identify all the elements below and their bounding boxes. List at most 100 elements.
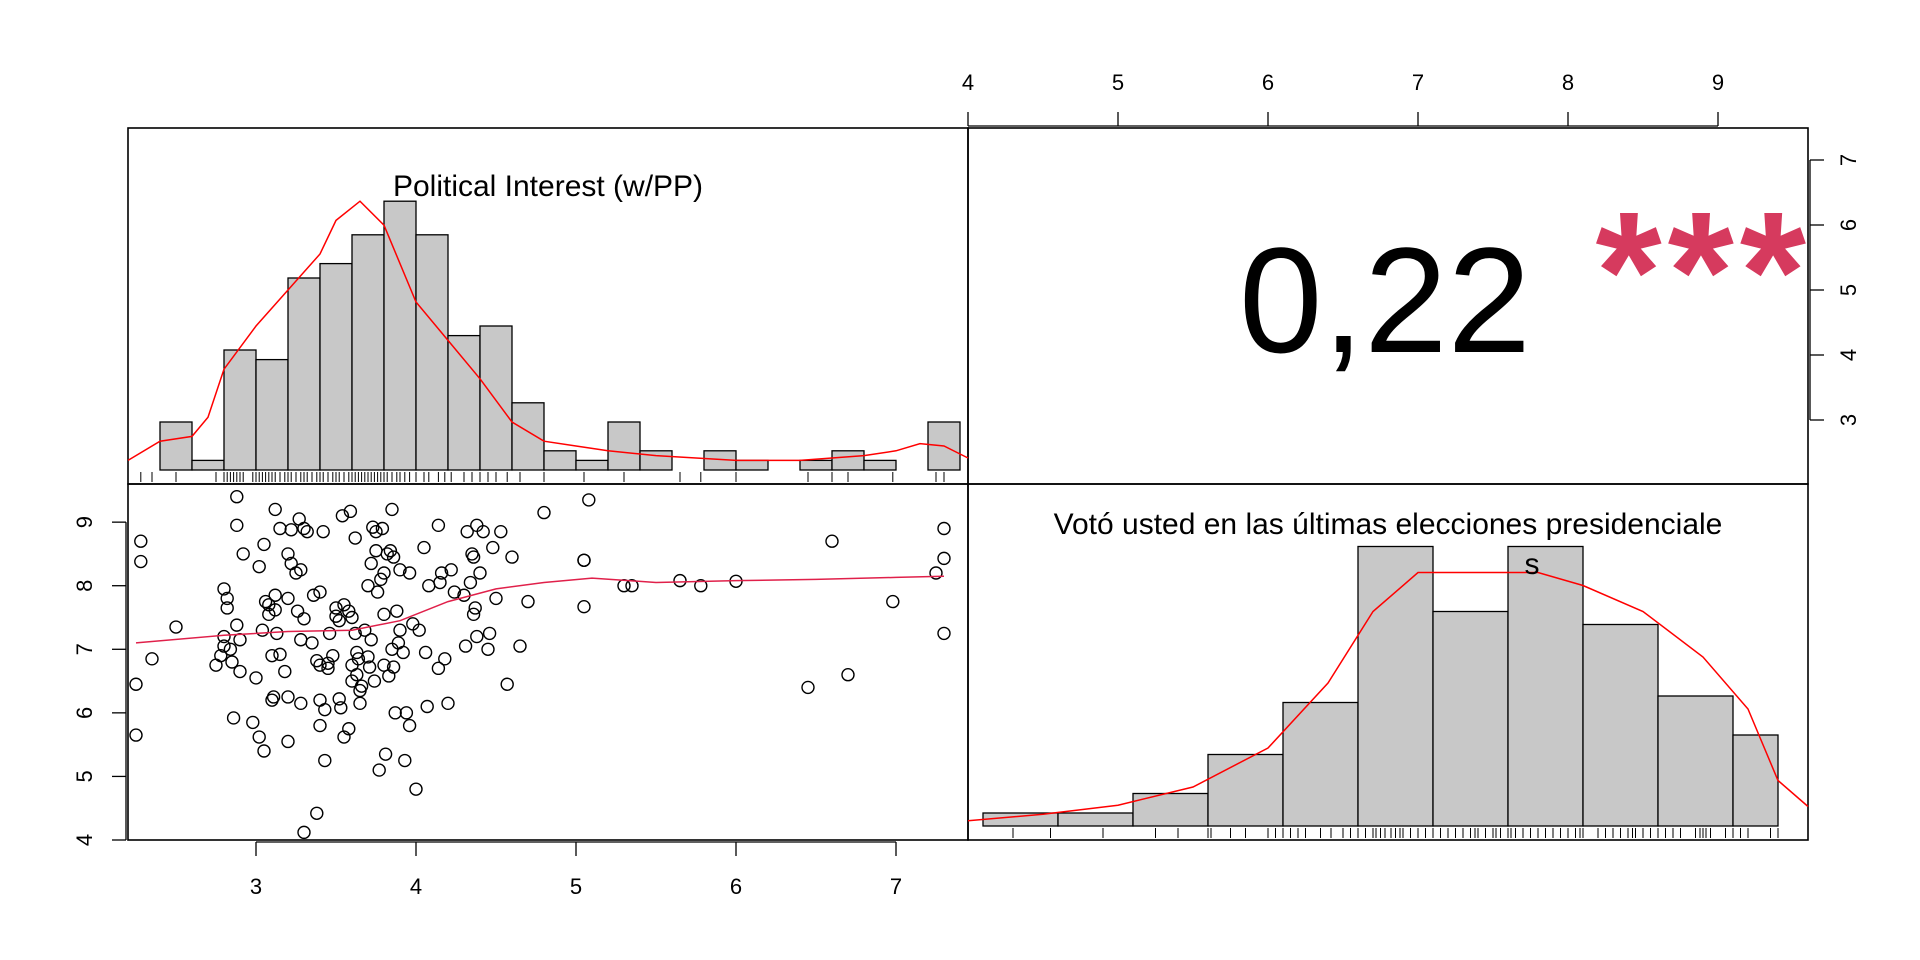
scatter-point bbox=[482, 626, 497, 641]
scatter-point bbox=[386, 660, 401, 674]
scatter-point bbox=[226, 711, 241, 725]
scatter-point bbox=[169, 620, 183, 634]
scatter-point bbox=[625, 579, 639, 593]
scatter-point bbox=[233, 664, 247, 679]
scatter-point bbox=[383, 544, 398, 558]
scatter-point bbox=[393, 563, 407, 577]
scatter-point bbox=[434, 566, 449, 580]
scatter-point bbox=[521, 594, 535, 609]
y-tick-label: 7 bbox=[72, 643, 97, 655]
scatter-point bbox=[378, 747, 393, 761]
histogram-bar bbox=[159, 421, 193, 471]
y-tick-label: 6 bbox=[72, 707, 97, 719]
scatter-point bbox=[342, 604, 356, 618]
scatter-point bbox=[364, 556, 378, 571]
scatter-point bbox=[409, 782, 423, 796]
x-tick-label: 7 bbox=[890, 874, 902, 899]
histogram-bar bbox=[287, 277, 321, 471]
y-tick-label: 3 bbox=[1836, 414, 1861, 426]
scatter-point bbox=[217, 639, 231, 653]
scatter-point bbox=[220, 601, 234, 615]
scatter-point bbox=[343, 504, 358, 519]
scatter-point bbox=[281, 734, 295, 749]
scatter-point bbox=[393, 623, 407, 637]
scatter-point bbox=[370, 585, 385, 599]
scatter-point bbox=[470, 518, 484, 533]
scatter-point bbox=[364, 633, 378, 647]
scatter-point bbox=[458, 639, 473, 653]
scatter-point bbox=[129, 677, 143, 691]
scatter-point bbox=[476, 524, 490, 539]
scatter-point bbox=[273, 521, 287, 536]
scatter-point bbox=[305, 636, 319, 650]
scatter-point bbox=[361, 650, 375, 664]
scatter-point bbox=[418, 645, 433, 660]
histogram-bar bbox=[863, 459, 897, 471]
scatter-point bbox=[297, 521, 311, 536]
scatter-point bbox=[230, 618, 244, 632]
scatter-point bbox=[313, 585, 327, 599]
scatter-point bbox=[377, 607, 391, 622]
scatter-point bbox=[481, 642, 495, 656]
scatter-point bbox=[252, 559, 266, 574]
scatter-point bbox=[399, 706, 414, 720]
scatter-point bbox=[332, 613, 346, 628]
scatter-point bbox=[367, 674, 382, 688]
histogram-bar bbox=[1282, 701, 1359, 827]
scatter-point bbox=[342, 722, 356, 736]
scatter-point bbox=[326, 648, 340, 663]
y-tick-label: 4 bbox=[1836, 349, 1861, 361]
scatter-point bbox=[214, 648, 228, 663]
scatter-point bbox=[362, 660, 377, 674]
histogram-bar bbox=[575, 459, 609, 471]
scatter-point bbox=[886, 594, 900, 609]
scatter-point bbox=[406, 617, 420, 631]
x-tick-label: 5 bbox=[1112, 70, 1124, 95]
y-tick-label: 8 bbox=[72, 580, 97, 592]
scatter-point bbox=[377, 566, 391, 580]
y-tick-label: 5 bbox=[72, 770, 97, 782]
histogram-bar bbox=[1357, 545, 1434, 827]
scatter-point bbox=[246, 715, 260, 730]
scatter-point bbox=[297, 825, 311, 840]
scatter-point bbox=[438, 652, 452, 666]
scatter-point bbox=[334, 701, 348, 715]
histogram-bar bbox=[1432, 610, 1509, 827]
histogram-bar bbox=[1057, 812, 1134, 827]
scatter-point bbox=[361, 579, 375, 593]
scatter-points bbox=[129, 490, 951, 840]
scatter-point bbox=[255, 623, 270, 637]
scatter-point bbox=[321, 661, 335, 676]
histogram-bar bbox=[415, 234, 449, 471]
scatter-point bbox=[252, 730, 266, 744]
x-tick-label: 4 bbox=[962, 70, 974, 95]
histogram-bar bbox=[1207, 753, 1284, 827]
scatter-point bbox=[294, 633, 308, 647]
histogram-bar bbox=[191, 459, 225, 471]
scatter-point bbox=[468, 601, 482, 615]
scatter-point bbox=[233, 633, 247, 647]
histogram-bar bbox=[1507, 545, 1584, 827]
scatter-point bbox=[220, 591, 234, 606]
scatter-point bbox=[145, 652, 159, 666]
scatter-point bbox=[375, 521, 390, 536]
scatter-point bbox=[460, 524, 474, 539]
density-curves bbox=[127, 200, 1809, 822]
scatter-point bbox=[366, 520, 380, 534]
histogram-bar bbox=[351, 234, 385, 471]
scatter-point bbox=[318, 702, 332, 717]
density-curve-var1 bbox=[127, 200, 969, 462]
scatter-point bbox=[431, 518, 446, 533]
scatter-point bbox=[473, 566, 487, 580]
scatter-point bbox=[313, 718, 327, 733]
y-tick-label: 6 bbox=[1836, 219, 1861, 231]
scatter-point bbox=[345, 610, 359, 625]
scatter-point bbox=[380, 547, 394, 561]
scatter-point bbox=[284, 523, 298, 537]
y-tick-label: 5 bbox=[1836, 284, 1861, 296]
histogram-bar bbox=[1732, 734, 1779, 827]
scatter-point bbox=[306, 588, 321, 602]
y-tick-label: 9 bbox=[72, 516, 97, 528]
scatter-point bbox=[431, 661, 446, 676]
scatter-point bbox=[396, 645, 410, 660]
